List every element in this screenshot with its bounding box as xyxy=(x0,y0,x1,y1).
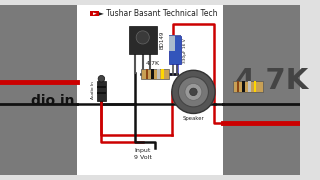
Bar xyxy=(162,69,164,79)
Bar xyxy=(90,11,99,16)
Bar xyxy=(146,69,148,79)
Circle shape xyxy=(178,77,208,107)
Bar xyxy=(169,35,175,51)
Bar xyxy=(97,92,106,94)
Bar xyxy=(242,81,245,92)
Circle shape xyxy=(190,88,197,96)
Text: ► Tushar Basant Technical Tech: ► Tushar Basant Technical Tech xyxy=(98,8,218,17)
Bar xyxy=(157,69,160,79)
Text: ►: ► xyxy=(92,11,96,16)
Text: BD149: BD149 xyxy=(160,31,164,50)
Circle shape xyxy=(136,31,149,44)
Bar xyxy=(97,81,106,101)
Bar xyxy=(233,81,263,92)
Bar xyxy=(169,35,181,37)
Bar xyxy=(129,26,157,54)
Circle shape xyxy=(98,75,105,82)
Text: Audio In: Audio In xyxy=(91,81,95,99)
Bar xyxy=(0,6,77,174)
Bar xyxy=(97,86,106,88)
Bar xyxy=(223,6,300,174)
Bar xyxy=(141,69,169,79)
Circle shape xyxy=(185,83,202,100)
Bar xyxy=(151,69,154,79)
Text: 4.7K: 4.7K xyxy=(235,67,309,95)
Bar xyxy=(248,81,251,92)
Text: 4.7K: 4.7K xyxy=(146,61,160,66)
Circle shape xyxy=(172,70,215,113)
Bar xyxy=(253,81,256,92)
Text: dio in: dio in xyxy=(31,94,74,108)
Text: 330μF 16 V: 330μF 16 V xyxy=(183,38,187,63)
Text: Speaker: Speaker xyxy=(182,116,204,121)
Bar xyxy=(236,81,239,92)
Bar xyxy=(77,6,223,174)
Text: Input
9 Volt: Input 9 Volt xyxy=(134,148,152,160)
Bar xyxy=(169,35,181,64)
